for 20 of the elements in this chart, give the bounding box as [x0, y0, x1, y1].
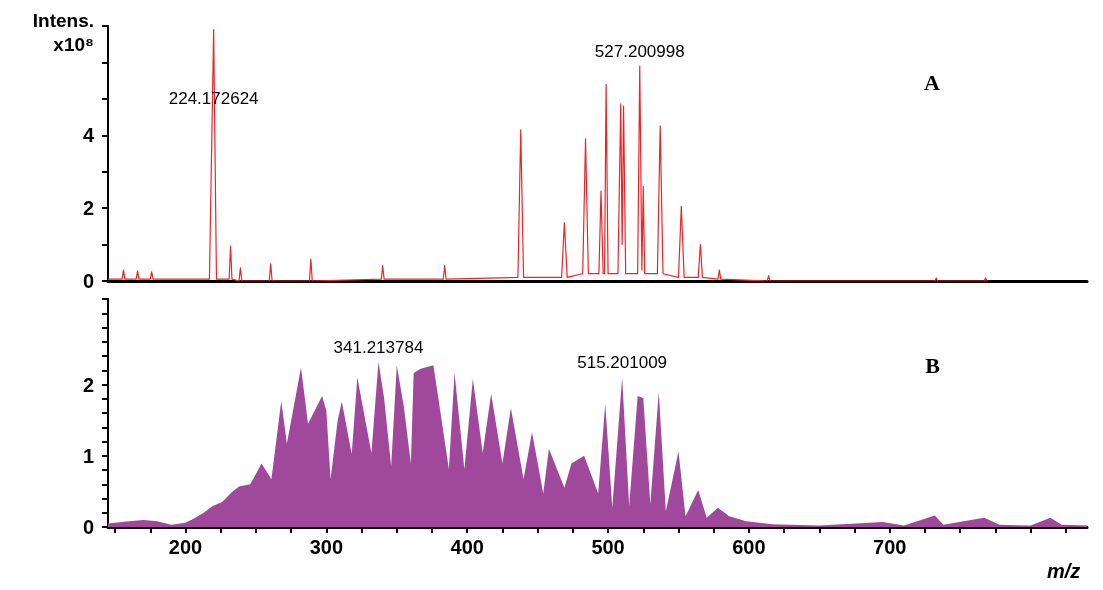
y-tick-label: 0	[82, 270, 94, 292]
x-tick-label: 300	[309, 536, 344, 558]
text: A	[924, 69, 941, 95]
text: B	[925, 352, 941, 378]
x-tick-label: 600	[732, 536, 766, 558]
y-axis-title: Intens. x10⁸	[32, 9, 94, 55]
annotation: 515.201009	[577, 353, 668, 373]
y-tick-label: 2	[82, 197, 94, 220]
x-tick-label: 500	[591, 536, 625, 558]
x-tick-label: 200	[168, 536, 203, 558]
y-tick-label: 2	[82, 373, 94, 396]
x-axis-title: m/z	[1047, 560, 1081, 582]
annotation: 527.200998	[594, 42, 685, 62]
y-tick-label: 4	[82, 124, 95, 147]
line-series	[107, 29, 988, 282]
x-tick-label: 400	[450, 536, 484, 558]
y-tick-label: 1	[82, 444, 94, 467]
y-tick-label: 0	[82, 516, 94, 538]
annotation: 341.213784	[333, 337, 424, 357]
x-tick-label: 700	[873, 536, 907, 558]
